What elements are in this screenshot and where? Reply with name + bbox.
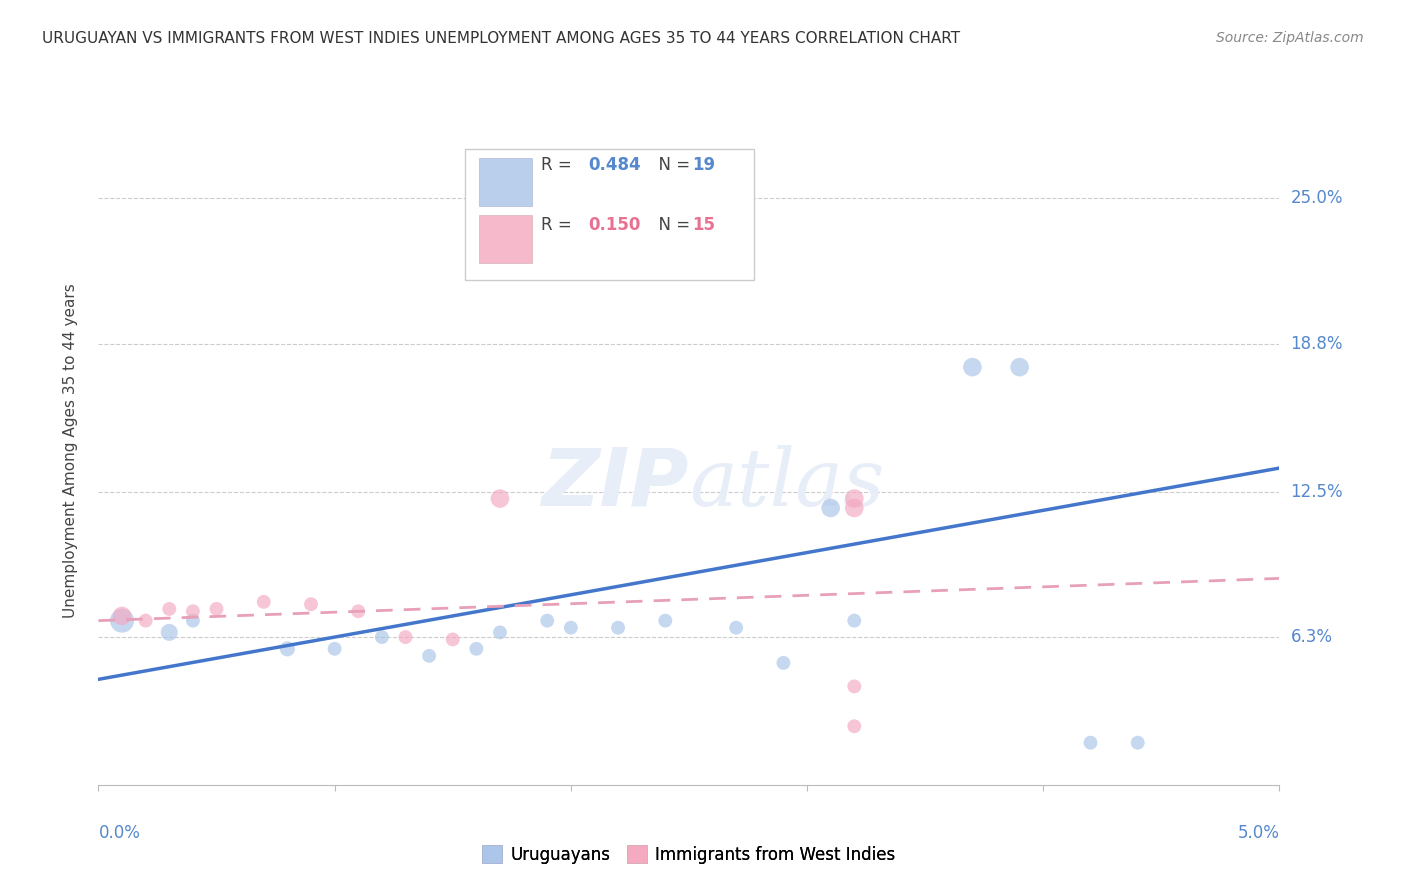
Text: ZIP: ZIP <box>541 445 689 523</box>
Text: 6.3%: 6.3% <box>1291 628 1333 646</box>
Y-axis label: Unemployment Among Ages 35 to 44 years: Unemployment Among Ages 35 to 44 years <box>63 283 77 618</box>
Text: Source: ZipAtlas.com: Source: ZipAtlas.com <box>1216 31 1364 45</box>
Text: 25.0%: 25.0% <box>1291 189 1343 207</box>
Point <box>560 621 582 635</box>
Point <box>844 679 866 693</box>
Point <box>157 625 180 640</box>
Text: 0.0%: 0.0% <box>98 824 141 842</box>
Point <box>1080 736 1102 750</box>
Text: atlas: atlas <box>689 445 884 523</box>
Point <box>654 614 676 628</box>
Point <box>536 614 558 628</box>
Point <box>441 632 464 647</box>
Text: R =: R = <box>541 217 578 235</box>
Point <box>725 621 748 635</box>
Text: 18.8%: 18.8% <box>1291 334 1343 352</box>
Point <box>111 614 134 628</box>
Text: 5.0%: 5.0% <box>1237 824 1279 842</box>
Point <box>253 595 276 609</box>
Point <box>844 614 866 628</box>
Text: URUGUAYAN VS IMMIGRANTS FROM WEST INDIES UNEMPLOYMENT AMONG AGES 35 TO 44 YEARS : URUGUAYAN VS IMMIGRANTS FROM WEST INDIES… <box>42 31 960 46</box>
Point <box>323 641 346 656</box>
FancyBboxPatch shape <box>478 215 531 263</box>
Point <box>962 360 984 375</box>
Point <box>489 625 512 640</box>
Text: 19: 19 <box>693 156 716 174</box>
Point <box>111 609 134 624</box>
Point <box>844 491 866 506</box>
Point <box>1126 736 1149 750</box>
Text: 15: 15 <box>693 217 716 235</box>
Point <box>844 500 866 515</box>
Point <box>371 630 394 644</box>
Point <box>276 641 298 656</box>
Point <box>394 630 416 644</box>
Text: R =: R = <box>541 156 578 174</box>
Text: 0.150: 0.150 <box>589 217 641 235</box>
FancyBboxPatch shape <box>464 150 754 280</box>
Point <box>181 604 204 618</box>
Point <box>607 621 630 635</box>
Point <box>299 597 322 611</box>
Point <box>844 719 866 733</box>
Text: 0.484: 0.484 <box>589 156 641 174</box>
Point <box>772 656 794 670</box>
Point <box>135 614 157 628</box>
Text: N =: N = <box>648 156 695 174</box>
Point <box>205 602 228 616</box>
Point <box>181 614 204 628</box>
Legend: Uruguayans, Immigrants from West Indies: Uruguayans, Immigrants from West Indies <box>482 846 896 863</box>
FancyBboxPatch shape <box>478 158 531 206</box>
Point <box>465 641 488 656</box>
Point <box>347 604 370 618</box>
Point <box>820 500 842 515</box>
Point <box>489 491 512 506</box>
Text: N =: N = <box>648 217 695 235</box>
Point <box>1008 360 1031 375</box>
Text: 12.5%: 12.5% <box>1291 483 1343 500</box>
Point <box>418 648 440 663</box>
Point <box>157 602 180 616</box>
